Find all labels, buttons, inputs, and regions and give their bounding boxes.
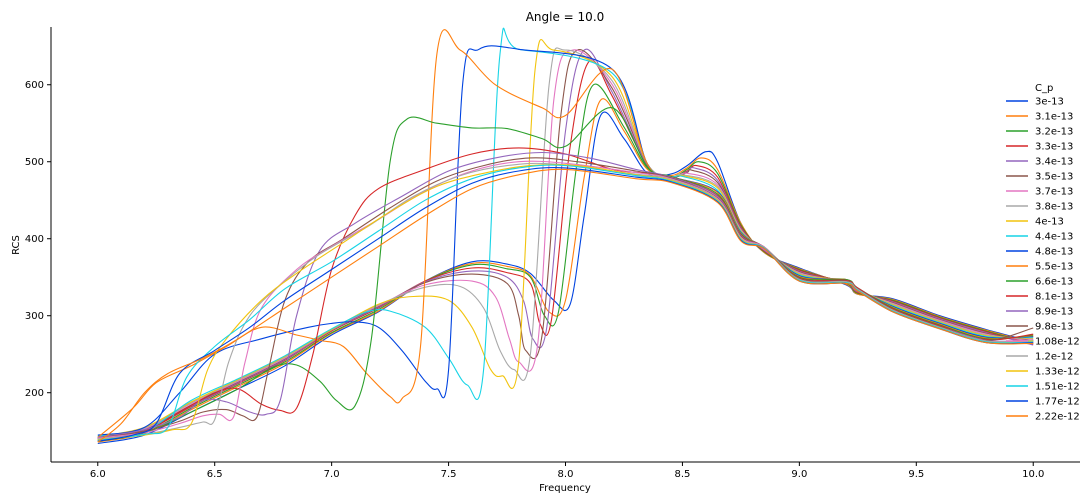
legend-label: 3.5e-13 [1035,172,1073,183]
legend-label: 3.3e-13 [1035,142,1073,153]
y-tick-label: 300 [25,311,44,322]
x-tick-label: 6.0 [90,469,106,480]
series-line-8 [97,39,1034,438]
series-line-1 [97,98,1034,443]
y-axis-label: RCS [11,235,22,255]
series-line-2 [97,83,1034,442]
x-tick-label: 8.0 [558,469,574,480]
series-line-10 [97,45,1034,436]
series-line-14 [97,151,1034,438]
series-line-13 [97,147,1034,440]
legend-label: 5.5e-13 [1035,262,1073,273]
x-axis-ticks: 6.0 6.5 7.0 7.5 8.0 8.5 9.0 9.5 10.0 [90,462,1044,480]
legend-label: 6.6e-13 [1035,277,1073,288]
y-tick-label: 400 [25,234,44,245]
x-tick-label: 6.5 [207,469,223,480]
x-tick-label: 7.0 [324,469,340,480]
series-line-11 [97,29,1034,438]
series-line-9 [97,27,1034,437]
legend-label: 3.8e-13 [1035,202,1073,213]
legend-label: 3.7e-13 [1035,187,1073,198]
legend-label: 3.4e-13 [1035,157,1073,168]
plot-area [97,27,1034,445]
y-tick-label: 600 [25,80,44,91]
legend-label: 4e-13 [1035,217,1064,228]
legend-label: 1.2e-12 [1035,352,1073,363]
series-line-17 [97,162,1034,440]
legend-label: 2.22e-12 [1035,412,1080,423]
legend-label: 1.08e-12 [1035,337,1080,348]
legend-label: 8.9e-13 [1035,307,1073,318]
x-tick-label: 8.5 [674,469,690,480]
y-axis-ticks: 200 300 400 500 600 [25,80,51,399]
series-line-12 [97,107,1034,440]
legend-label: 3.2e-13 [1035,127,1073,138]
legend-label: 1.51e-12 [1035,382,1080,393]
legend-label: 3.1e-13 [1035,112,1073,123]
x-tick-label: 9.0 [791,469,807,480]
legend-label: 4.4e-13 [1035,232,1073,243]
legend-label: 1.33e-12 [1035,367,1080,378]
legend-label: 8.1e-13 [1035,292,1073,303]
legend-label: 4.8e-13 [1035,247,1073,258]
x-tick-label: 7.5 [441,469,457,480]
series-line-3 [97,59,1034,441]
series-line-21 [97,168,1034,443]
legend-label: 9.8e-13 [1035,322,1073,333]
legend-label: 1.77e-12 [1035,397,1080,408]
chart-title: Angle = 10.0 [526,10,605,24]
x-axis-label: Frequency [539,483,591,494]
series-line-19 [97,164,1034,441]
y-tick-label: 200 [25,388,44,399]
series-line-0 [97,111,1034,445]
legend-label: 3e-13 [1035,97,1064,108]
y-tick-label: 500 [25,157,44,168]
legend-title: C_p [1035,83,1053,94]
legend: C_p 3e-13 3.1e-13 3.2e-13 3.3e-13 3.4e-13 3.5… [1006,83,1080,423]
x-tick-label: 10.0 [1022,469,1044,480]
x-tick-label: 9.5 [908,469,924,480]
